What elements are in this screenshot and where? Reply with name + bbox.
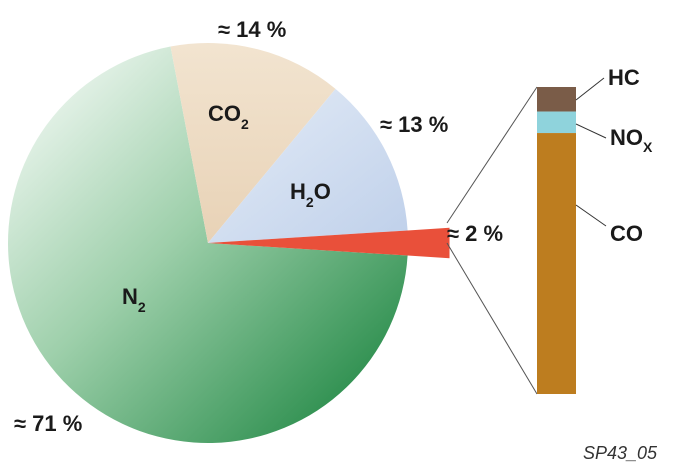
pie-slice-co2 [170, 42, 336, 243]
bar-segment-hc [537, 87, 576, 112]
bar-label-hc: HC [608, 65, 640, 90]
pct-label-h2o: ≈ 13 % [380, 112, 448, 137]
leader-line-hc [575, 77, 605, 101]
pie-slice-n2 [7, 46, 408, 444]
bar-label-nox: NOX [610, 125, 653, 155]
leader-line-co [575, 204, 607, 227]
pie-slice-h2o [208, 88, 408, 243]
pct-label-co2: ≈ 14 % [218, 17, 286, 42]
pct-label-n2: ≈ 71 % [14, 411, 82, 436]
leader-line-nox [575, 123, 607, 139]
slice-label-h2o: H2O [290, 179, 331, 210]
figure-code: SP43_05 [583, 443, 658, 463]
bar-segment-nox [537, 111, 576, 134]
pie-slice-pollutants [208, 227, 450, 259]
connector-line-bottom [446, 242, 538, 395]
connector-line-top [446, 86, 538, 224]
slice-label-co2: CO2 [208, 101, 249, 132]
slice-label-n2: N2 [122, 284, 146, 315]
bar-segment-co [537, 133, 576, 395]
pollutant-breakdown-bar [537, 87, 576, 395]
pct-label-pollutants: ≈ 2 % [447, 221, 503, 246]
pie-chart [7, 42, 450, 444]
bar-label-co: CO [610, 221, 643, 246]
